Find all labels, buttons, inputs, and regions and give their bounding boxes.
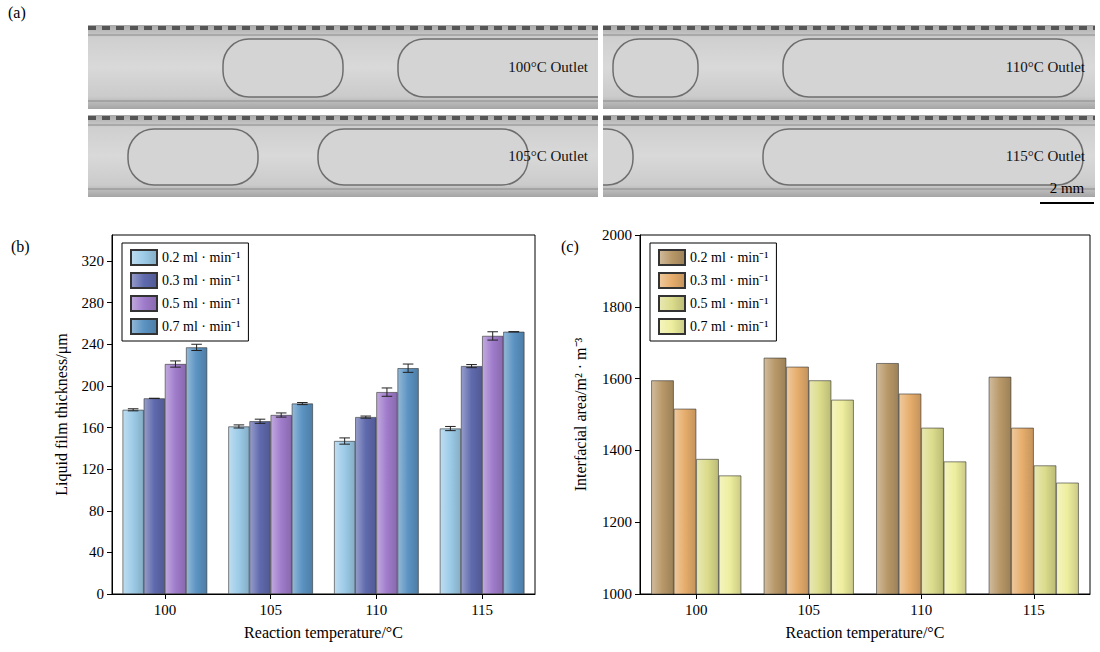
svg-text:0.7 ml · min⁻¹: 0.7 ml · min⁻¹	[162, 319, 240, 334]
svg-text:(a): (a)	[8, 4, 26, 22]
svg-text:(c): (c)	[561, 238, 579, 256]
svg-text:120: 120	[82, 461, 105, 477]
svg-text:240: 240	[82, 336, 105, 352]
svg-text:320: 320	[82, 253, 105, 269]
svg-text:2 mm: 2 mm	[1050, 180, 1085, 196]
svg-text:110°C Outlet: 110°C Outlet	[1006, 59, 1086, 75]
svg-text:0.3 ml · min⁻¹: 0.3 ml · min⁻¹	[690, 273, 768, 288]
svg-text:0: 0	[97, 586, 105, 602]
svg-text:1000: 1000	[602, 586, 632, 602]
svg-text:Interfacial area/m² · m⁻³: Interfacial area/m² · m⁻³	[572, 337, 589, 491]
svg-text:1600: 1600	[602, 371, 632, 387]
svg-text:2000: 2000	[602, 227, 632, 243]
svg-text:Reaction temperature/°C: Reaction temperature/°C	[786, 624, 945, 642]
svg-text:0.5 ml · min⁻¹: 0.5 ml · min⁻¹	[690, 296, 768, 311]
svg-text:80: 80	[89, 503, 104, 519]
svg-text:105°C Outlet: 105°C Outlet	[508, 148, 589, 164]
svg-text:(b): (b)	[11, 238, 30, 256]
svg-text:Reaction temperature/°C: Reaction temperature/°C	[244, 624, 403, 642]
svg-text:105: 105	[798, 602, 821, 618]
svg-text:280: 280	[82, 295, 105, 311]
svg-text:0.3 ml · min⁻¹: 0.3 ml · min⁻¹	[162, 273, 240, 288]
svg-text:160: 160	[82, 420, 105, 436]
svg-text:110: 110	[910, 602, 932, 618]
svg-text:0.2 ml · min⁻¹: 0.2 ml · min⁻¹	[162, 250, 240, 265]
svg-text:Liquid film thickness/μm: Liquid film thickness/μm	[53, 333, 71, 496]
svg-text:105: 105	[259, 602, 282, 618]
svg-text:1400: 1400	[602, 442, 632, 458]
svg-text:40: 40	[89, 544, 104, 560]
svg-text:115°C Outlet: 115°C Outlet	[1006, 148, 1086, 164]
svg-text:100: 100	[154, 602, 177, 618]
svg-text:115: 115	[1023, 602, 1045, 618]
svg-text:0.2 ml · min⁻¹: 0.2 ml · min⁻¹	[690, 250, 768, 265]
svg-text:0.7 ml · min⁻¹: 0.7 ml · min⁻¹	[690, 319, 768, 334]
svg-text:200: 200	[82, 378, 105, 394]
svg-text:100°C Outlet: 100°C Outlet	[508, 59, 589, 75]
svg-text:1800: 1800	[602, 299, 632, 315]
svg-text:1200: 1200	[602, 514, 632, 530]
svg-text:110: 110	[365, 602, 387, 618]
svg-text:115: 115	[471, 602, 493, 618]
svg-text:100: 100	[685, 602, 708, 618]
svg-text:0.5 ml · min⁻¹: 0.5 ml · min⁻¹	[162, 296, 240, 311]
